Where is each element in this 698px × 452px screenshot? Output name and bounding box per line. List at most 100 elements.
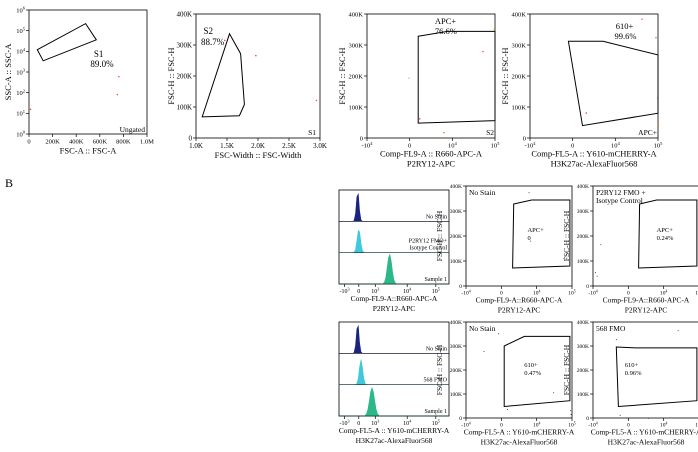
y-tick-label: 300K (176, 41, 192, 49)
y-tick-label: 200K (512, 73, 527, 80)
gate-percent: 88.7% (201, 37, 225, 47)
y-tick-label: 103 (16, 68, 26, 77)
data-point (530, 240, 532, 242)
gate-polygon (503, 335, 571, 408)
y-tick-label: 400K (349, 11, 364, 18)
y-tick-label: 0 (189, 134, 193, 142)
gate-name: APC+ (657, 227, 674, 234)
gate-percent: 0.96% (625, 370, 642, 377)
series-label: Isotype Control (410, 246, 448, 252)
x-tick-label: 105 (695, 289, 698, 296)
y-tick-label: 300K (512, 42, 527, 49)
gate-percent: 99.6% (614, 31, 636, 41)
y-tick-label: 104 (16, 47, 26, 56)
y-tick-label: 100K (450, 392, 462, 398)
x-tick-label: 0 (627, 291, 630, 297)
gate-APC (417, 30, 496, 124)
x-tick-label: 2.5K (282, 142, 296, 150)
x-tick-label: 103 (371, 287, 379, 295)
data-point (507, 409, 508, 410)
data-point (677, 330, 679, 332)
data-point (641, 18, 643, 20)
y-axis-label: FSC-H :: FSC-H (562, 210, 571, 261)
x-axis-label: Comp-FL9-A::R660-APC-A (603, 296, 690, 305)
data-point (116, 93, 118, 96)
x-tick-label: 104 (403, 419, 412, 427)
y-tick-label: 101 (16, 109, 25, 118)
gate-polygon (615, 346, 698, 408)
gate-percent: 89.0% (90, 59, 114, 69)
y-tick-label: 102 (16, 88, 26, 97)
x-axis-label: Comp-FL5-A :: Y610-mCHERRY-A (591, 428, 698, 437)
parent-gate-label: S2 (486, 128, 494, 137)
x-tick-label: 600K (93, 139, 108, 146)
data-point (657, 124, 659, 126)
y-axis-label: FSC-H :: FSC-H (166, 47, 176, 104)
data-point (655, 37, 657, 39)
y-tick-label: 100K (349, 104, 364, 111)
x-tick-label: 3.0K (313, 142, 327, 150)
y-tick-label: 400K (176, 10, 192, 18)
y-tick-label: 200K (450, 368, 462, 374)
data-point (255, 55, 257, 57)
x-tick-label: 1.0M (140, 139, 154, 146)
y-tick-label: 100K (512, 104, 527, 111)
x-tick-label: 0 (408, 143, 411, 150)
x-tick-label: 200K (45, 139, 60, 146)
data-point (553, 392, 555, 394)
y-axis-label: SSC-A :: SSC-A (3, 43, 13, 101)
x-axis-label: FSC-Width :: FSC-Width (215, 150, 302, 160)
x-tick-label: 104 (448, 141, 458, 150)
plot-frame (338, 189, 450, 285)
y-tick-label: 0 (459, 284, 462, 290)
x-tick-label: 105 (568, 421, 576, 428)
panel-title: Isotype Control (596, 196, 643, 205)
x-tick-label: -104 (525, 141, 537, 150)
series-label: No Stain (426, 346, 447, 352)
x-tick-label: 104 (660, 421, 668, 428)
y-tick-label: 105 (16, 26, 26, 35)
y-tick-label: 300K (577, 344, 589, 350)
y-tick-label: 0 (459, 416, 462, 422)
x-tick-label: 0 (627, 423, 630, 429)
plot-frame (28, 9, 148, 135)
y-tick-label: 200K (577, 368, 589, 374)
x-tick-label: 105 (695, 421, 698, 428)
x-axis-label: Comp-FL5-A :: Y610-mCHERRY-A (464, 428, 575, 437)
x-tick-label: 105 (432, 419, 440, 427)
gate-name: 610+ (524, 362, 538, 369)
x-tick-label: 2.0K (251, 142, 265, 150)
parent-gate-label: APC+ (638, 128, 657, 137)
x-axis-label-secondary: P2RY12-APC (373, 304, 416, 313)
y-tick-label: 400K (577, 184, 589, 190)
panel-title: P2RY12 FMO + (596, 188, 646, 197)
x-axis-label: Comp-FL5-A :: Y610-mCHERRY-A (531, 149, 657, 159)
x-tick-label: -104 (362, 141, 374, 150)
gate-polygon (512, 199, 571, 269)
data-point (315, 99, 318, 102)
gate-S2 (201, 32, 245, 118)
x-tick-label: 0 (357, 289, 360, 295)
y-tick-label: 400K (577, 320, 589, 326)
plot-frame (592, 321, 698, 419)
series-label: 568 FMO (423, 378, 447, 384)
gate-percent: 76.6% (435, 26, 457, 36)
gate-name: 610+ (625, 362, 639, 369)
series-label: P2RY12 FMO+ (409, 239, 448, 245)
series-label: No Stain (426, 214, 447, 220)
x-tick-label: 400K (69, 139, 84, 146)
x-tick-label: 105 (654, 141, 664, 150)
y-tick-label: 400K (512, 11, 527, 18)
gate-name: S2 (203, 26, 213, 36)
x-tick-label: -104 (588, 421, 597, 428)
x-axis-label-secondary: H3K27ac-AlexaFluor568 (481, 438, 558, 447)
chart-B2: -104 0 104 1050100K200K300K400KComp-FL9-A::… (435, 184, 576, 315)
x-axis-label: Comp-FL5-A :: Y610-mCHERRY-A (339, 426, 450, 435)
plot-frame (465, 185, 573, 287)
y-axis-label: FSC-H :: FSC-H (500, 47, 510, 104)
parent-gate-label: S1 (308, 128, 316, 137)
x-tick-label: 104 (533, 421, 541, 428)
